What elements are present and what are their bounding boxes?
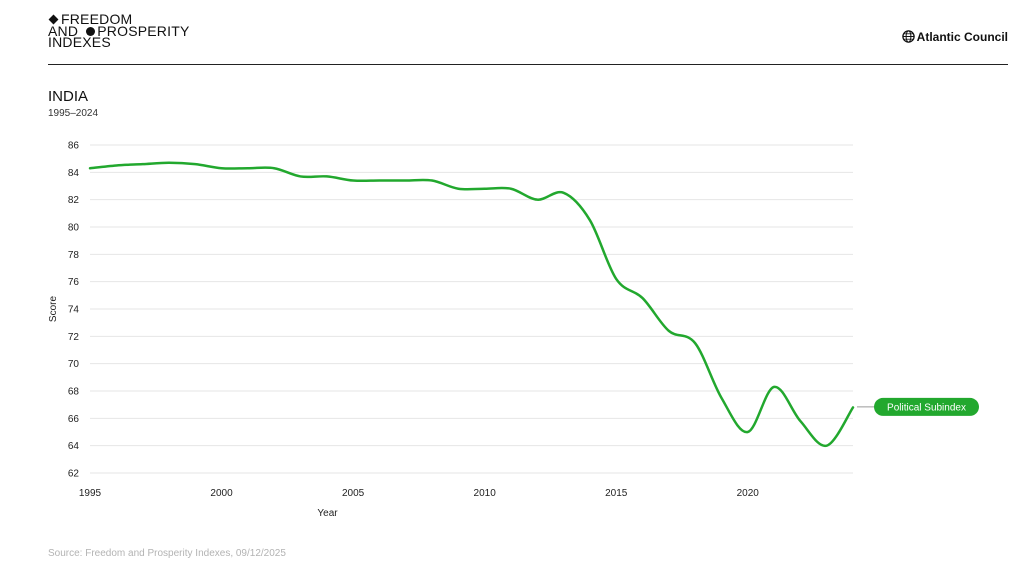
x-tick-label-2000: 2000 [210, 488, 233, 499]
y-tick-label-64: 64 [68, 441, 80, 452]
y-axis-label: Score [48, 296, 59, 323]
brand-line-2b: PROSPERITY [97, 22, 190, 39]
org-name: Atlantic Council [916, 30, 1008, 44]
brand-line-3: INDEXES [48, 34, 111, 50]
y-tick-label-76: 76 [68, 277, 80, 288]
x-tick-label-2020: 2020 [737, 488, 760, 499]
y-tick-label-80: 80 [68, 223, 80, 234]
brand-line-2a: AND [48, 22, 83, 39]
x-tick-label-2005: 2005 [342, 488, 365, 499]
y-tick-label-84: 84 [68, 168, 80, 179]
header-divider [48, 64, 1008, 65]
series-label-pill-0 [874, 397, 979, 416]
y-tick-label-66: 66 [68, 414, 80, 425]
x-axis-label: Year [317, 508, 338, 519]
chart-subtitle: 1995–2024 [48, 108, 99, 119]
y-tick-label-78: 78 [68, 250, 80, 261]
y-tick-label-82: 82 [68, 195, 80, 206]
y-tick-label-86: 86 [68, 141, 80, 152]
series-line-0 [88, 161, 855, 447]
brand-logo: FREEDOM AND PROSPERITY INDEXES [48, 11, 190, 50]
x-tick-label-1995: 1995 [79, 488, 102, 499]
globe-icon [901, 30, 915, 43]
chart-title: INDIA [48, 88, 89, 105]
y-tick-label-62: 62 [68, 469, 80, 480]
brand-line-1: FREEDOM [61, 11, 133, 27]
x-tick-label-2015: 2015 [605, 488, 628, 499]
circle-icon [86, 26, 96, 36]
source-note: Source: Freedom and Prosperity Indexes, … [48, 548, 286, 559]
org-logo: Atlantic Council [901, 30, 1008, 44]
x-tick-label-2010: 2010 [474, 488, 497, 499]
y-tick-label-70: 70 [68, 359, 80, 370]
y-tick-label-72: 72 [68, 332, 80, 343]
y-tick-label-74: 74 [68, 305, 80, 316]
y-tick-label-68: 68 [68, 387, 80, 398]
series-label-0: Political Subindex [887, 402, 966, 413]
